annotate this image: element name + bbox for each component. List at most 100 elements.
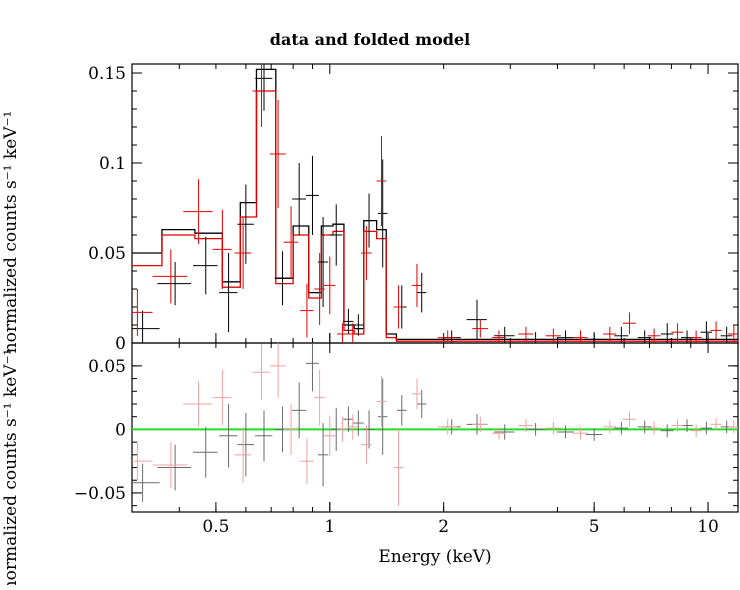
data-point <box>660 424 674 438</box>
data-point <box>525 332 545 343</box>
data-point <box>347 323 358 343</box>
chart-title: data and folded model <box>269 30 471 49</box>
data-point <box>212 209 232 289</box>
data-point <box>637 420 652 434</box>
data-point <box>700 421 713 435</box>
y-tick-label-bottom: 0.05 <box>88 357 126 377</box>
data-point <box>317 423 329 487</box>
data-point <box>314 369 325 426</box>
top-data-series-0 <box>132 64 733 343</box>
x-tick-label: 0.5 <box>202 517 229 537</box>
data-point <box>305 343 319 392</box>
data-point <box>518 326 534 342</box>
data-point <box>622 312 637 334</box>
model-step-line-1 <box>132 90 738 342</box>
data-point <box>412 263 422 307</box>
data-point <box>283 206 299 279</box>
data-point <box>314 253 325 325</box>
data-point <box>376 376 387 427</box>
data-point <box>671 419 684 432</box>
x-tick-label: 1 <box>324 517 335 537</box>
data-point <box>193 426 218 478</box>
data-point <box>393 285 404 329</box>
data-point <box>416 272 427 313</box>
data-point <box>585 428 603 441</box>
data-point <box>343 406 354 432</box>
data-point <box>270 100 286 208</box>
data-point <box>255 64 273 111</box>
data-point <box>347 414 358 440</box>
y-tick-label-top: 0.05 <box>88 244 126 264</box>
data-point <box>491 330 506 343</box>
model-step-line-0 <box>132 68 738 341</box>
residual-series-1 <box>132 343 738 506</box>
data-point <box>573 330 588 343</box>
data-point <box>270 343 286 398</box>
data-point <box>305 155 319 235</box>
data-point <box>728 420 738 434</box>
data-point <box>412 378 422 410</box>
data-point <box>647 328 661 343</box>
x-axis-label: Energy (keV) <box>378 547 491 567</box>
data-point <box>219 253 238 333</box>
data-point <box>132 289 153 336</box>
residual-series-0 <box>132 343 733 502</box>
data-point <box>545 421 561 435</box>
data-point <box>393 429 404 506</box>
data-point <box>603 420 617 434</box>
data-point <box>416 390 427 418</box>
data-point <box>152 249 188 304</box>
y-tick-label-top: 0 <box>115 334 126 354</box>
data-point <box>193 236 218 295</box>
data-point <box>585 332 603 343</box>
x-tick-label: 10 <box>697 517 719 537</box>
x-tick-label: 5 <box>589 517 600 537</box>
data-point <box>132 442 153 481</box>
data-point <box>183 179 213 244</box>
data-point <box>466 299 487 340</box>
data-point <box>237 412 254 477</box>
data-point <box>573 426 588 440</box>
data-point <box>183 381 213 427</box>
data-point <box>437 419 458 435</box>
data-point <box>710 417 722 431</box>
data-point <box>361 226 372 280</box>
data-point <box>647 421 661 435</box>
data-point <box>352 410 364 436</box>
data-point <box>710 321 722 340</box>
data-point <box>494 424 515 440</box>
data-point <box>720 326 733 343</box>
data-point <box>556 425 574 439</box>
data-point <box>219 403 238 468</box>
data-point <box>363 193 375 248</box>
data-point <box>363 410 375 449</box>
data-point <box>337 416 348 443</box>
y-axis-label-top: normalized counts s⁻¹ keV⁻¹ <box>1 111 21 354</box>
data-point <box>603 326 617 342</box>
data-point <box>671 323 684 342</box>
data-point <box>525 423 545 436</box>
data-point <box>323 415 336 457</box>
data-point <box>274 251 291 306</box>
data-point <box>132 310 160 343</box>
y-tick-label-bottom: 0 <box>115 420 126 440</box>
data-point <box>518 419 534 432</box>
bottom-panel-frame <box>131 342 739 513</box>
data-point <box>622 411 637 427</box>
data-point <box>491 426 506 440</box>
data-point <box>614 421 629 435</box>
top-panel-frame <box>131 63 739 344</box>
data-point <box>728 325 738 343</box>
data-point <box>637 330 652 343</box>
data-point <box>396 395 407 426</box>
data-point <box>212 369 232 426</box>
data-point <box>323 256 336 315</box>
data-point <box>292 163 306 235</box>
data-point <box>377 378 388 455</box>
data-point <box>252 64 271 127</box>
data-point <box>234 426 252 483</box>
data-point <box>300 283 314 338</box>
y-tick-label-bottom: −0.05 <box>74 484 126 504</box>
